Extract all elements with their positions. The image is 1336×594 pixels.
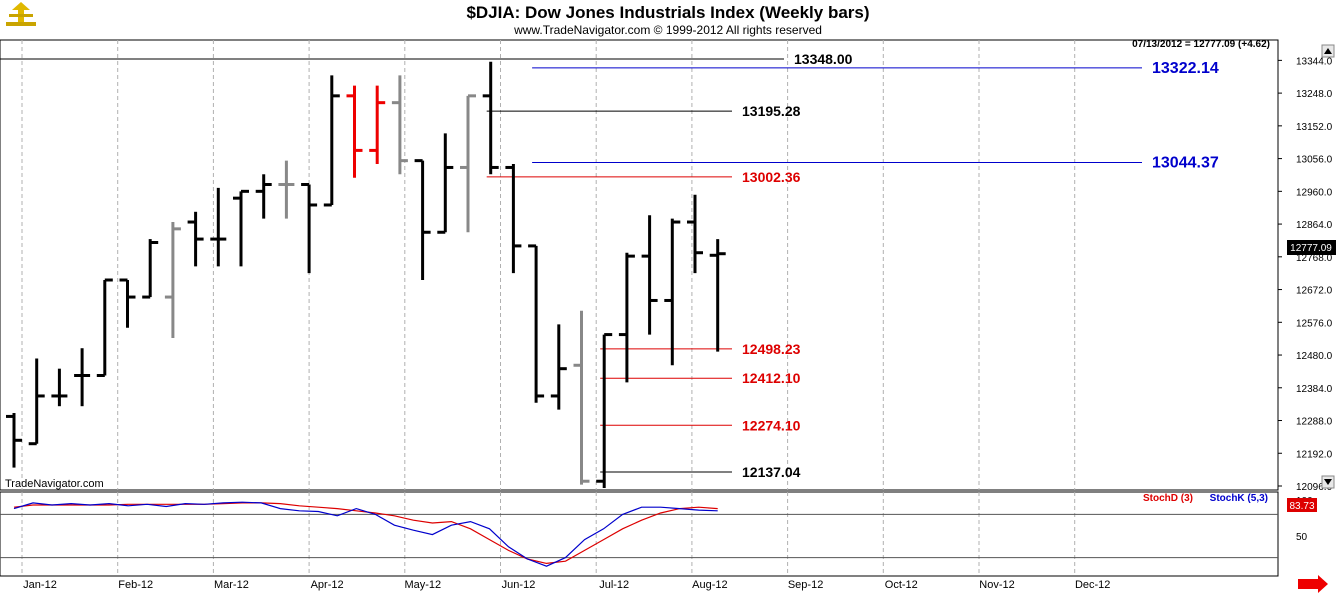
chevron-up-icon[interactable] (1321, 44, 1335, 58)
time-axis: Jan-12 Feb-12 Mar-12 Apr-12 May-12 Jun-12 Jul-… (23, 579, 1110, 591)
brand-label: TradeNavigator.com (5, 478, 104, 490)
price-panel (0, 39, 1279, 491)
stoch-series-line (13, 501, 718, 567)
price-levels: 13348.00 13322.14 13195.28 13044.37 13002.36… (0, 51, 1219, 480)
logo-icon (6, 2, 36, 26)
price-level-label: 12498.23 (742, 341, 801, 357)
stoch-tick-label: 50 (1296, 532, 1308, 543)
scroll-right-arrow-icon[interactable] (1298, 575, 1328, 593)
time-tick-label: Sep-12 (788, 579, 823, 591)
price-axis: 13344.0 13248.0 13152.0 13056.0 12960.0 12864… (1278, 56, 1333, 493)
price-tick-label: 12192.0 (1296, 449, 1333, 460)
price-tick-label: 13152.0 (1296, 122, 1333, 133)
price-level-label: 12137.04 (742, 464, 801, 480)
legend-stoch-k: StochK (5,3) (1210, 493, 1268, 504)
time-tick-label: Feb-12 (118, 579, 153, 591)
price-tick-label: 12288.0 (1296, 417, 1333, 428)
chart-subtitle: www.TradeNavigator.com © 1999-2012 All r… (513, 23, 822, 37)
price-tick-label: 12576.0 (1296, 318, 1333, 329)
time-tick-label: May-12 (404, 579, 441, 591)
price-level-label: 13322.14 (1152, 60, 1219, 77)
price-readout: 07/13/2012 = 12777.09 (+4.62) (1132, 39, 1270, 50)
chevron-down-icon[interactable] (1321, 475, 1335, 489)
time-tick-label: Mar-12 (214, 579, 249, 591)
price-tick-label: 13056.0 (1296, 155, 1333, 166)
price-tick-label: 13344.0 (1296, 56, 1333, 67)
grid (21, 40, 1076, 576)
legend-stoch-d: StochD (3) (1143, 493, 1193, 504)
price-tick-label: 12096.0 (1296, 482, 1333, 493)
price-level-label: 13348.00 (794, 51, 853, 67)
time-tick-label: Dec-12 (1075, 579, 1110, 591)
price-level-label: 13044.37 (1152, 155, 1219, 172)
price-level-label: 13002.36 (742, 169, 801, 185)
price-tick-label: 12384.0 (1296, 384, 1333, 395)
chart-title: $DJIA: Dow Jones Industrials Index (Week… (466, 3, 869, 22)
last-price-badge (1287, 240, 1336, 255)
price-level-label: 12412.10 (742, 370, 801, 386)
price-tick-label: 12960.0 (1296, 187, 1333, 198)
price-tick-label: 12672.0 (1296, 286, 1333, 297)
time-tick-label: Nov-12 (979, 579, 1014, 591)
price-tick-label: 12864.0 (1296, 220, 1333, 231)
price-tick-label: 13248.0 (1296, 89, 1333, 100)
price-level-label: 12274.10 (742, 417, 801, 433)
price-tick-label: 12768.0 (1296, 253, 1333, 264)
price-level-label: 13195.28 (742, 103, 801, 119)
time-tick-label: Jun-12 (502, 579, 536, 591)
stoch-value-label: 83.73 (1289, 501, 1314, 512)
time-tick-label: Apr-12 (311, 579, 344, 591)
ohlc-bars (6, 61, 726, 489)
stoch-value-badge (1287, 498, 1317, 512)
time-tick-label: Aug-12 (692, 579, 727, 591)
time-tick-label: Jul-12 (599, 579, 629, 591)
time-tick-label: Oct-12 (885, 579, 918, 591)
last-price-label: 12777.09 (1290, 243, 1332, 254)
time-tick-label: Jan-12 (23, 579, 57, 591)
price-tick-label: 12480.0 (1296, 351, 1333, 362)
